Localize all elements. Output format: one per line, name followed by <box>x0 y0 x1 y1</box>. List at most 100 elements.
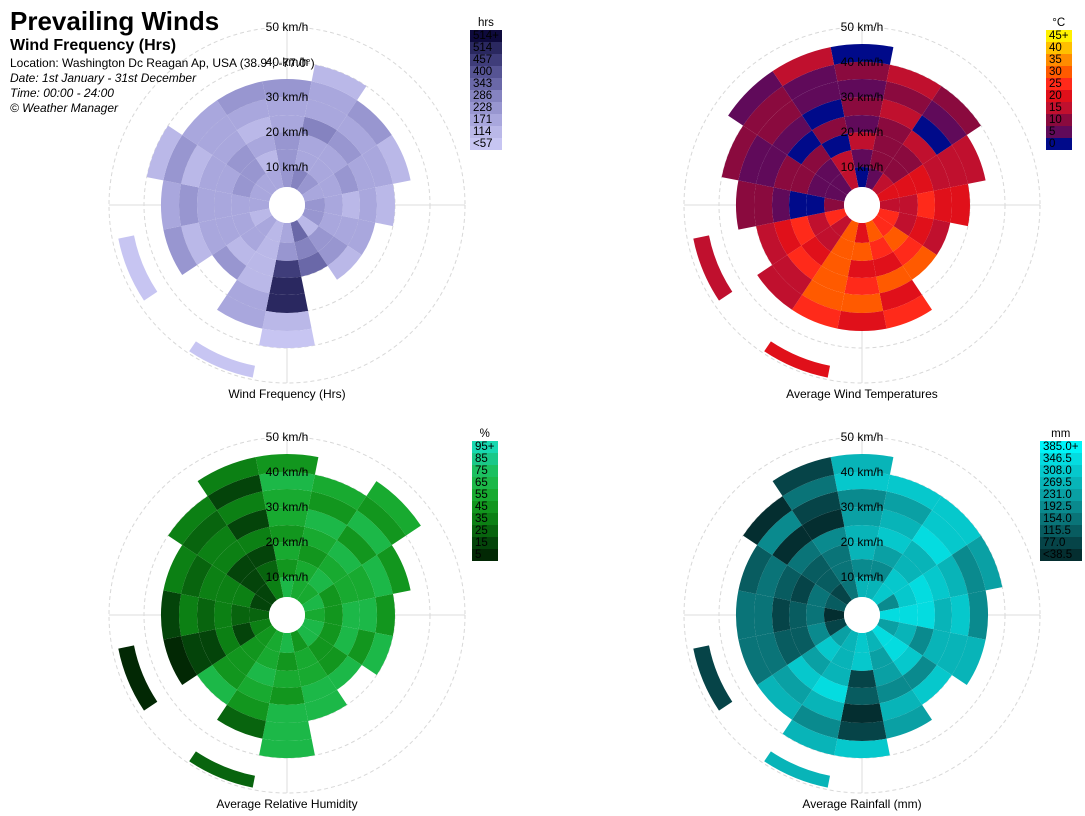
rose-sector <box>772 47 835 87</box>
rose-sector <box>693 645 733 711</box>
rose-sector <box>318 173 342 198</box>
rose-sector <box>847 542 877 561</box>
rose-sector <box>912 665 952 705</box>
location-text: Location: Washington Dc Reagan Ap, USA (… <box>10 56 315 70</box>
legend-entry: 5 <box>1046 126 1072 138</box>
rose-sector <box>821 133 852 159</box>
legend-entry: 95+ <box>472 441 498 453</box>
rose-sector <box>807 622 831 647</box>
rose-sector <box>844 686 880 706</box>
rose-sector <box>276 559 298 578</box>
rose-sector <box>872 625 894 647</box>
rose-sector <box>865 167 884 190</box>
rose-sector <box>735 180 757 230</box>
rose-sector <box>255 150 280 174</box>
rose-sector <box>872 661 903 687</box>
legend-entry: 45 <box>472 501 498 513</box>
rose-sector <box>347 510 392 555</box>
report-subtitle: Wind Frequency (Hrs) <box>10 37 177 54</box>
rose-sector <box>806 604 825 626</box>
rose-sector <box>297 661 328 687</box>
speed-ring-label: 40 km/h <box>841 55 884 69</box>
rose-sector <box>872 133 903 159</box>
credit-text: © Weather Manager <box>10 101 119 115</box>
rose-sector <box>728 71 783 126</box>
legend-entry: 400 <box>470 66 502 78</box>
rose-sector <box>361 555 393 598</box>
rose-sector <box>879 197 901 213</box>
rose-sector <box>772 525 812 565</box>
rose-sector <box>347 565 376 601</box>
rose-sector <box>361 632 393 675</box>
rose-sector <box>272 669 302 688</box>
rose-sector <box>883 158 909 184</box>
rose-sector <box>801 554 831 584</box>
rose-sector <box>840 220 859 243</box>
rose-sector <box>693 235 733 301</box>
rose-sector <box>790 574 816 605</box>
rose-sector <box>215 574 241 605</box>
rose-sector <box>301 675 337 704</box>
rose-sector <box>916 600 935 630</box>
rose-sector <box>806 194 825 216</box>
rose-sectors <box>693 454 1003 788</box>
rose-sector <box>738 636 773 685</box>
rose-sector <box>294 236 319 260</box>
rose-sector <box>837 310 887 332</box>
legend-entry: 114 <box>470 126 502 138</box>
rose-sector <box>297 173 319 195</box>
rose-sector <box>883 704 932 739</box>
rose-sector <box>876 526 912 555</box>
rose-sector <box>782 719 838 756</box>
rose-sector <box>294 560 319 584</box>
legend-entry: 5 <box>472 549 498 561</box>
rose-sector <box>936 632 968 675</box>
rose-sector <box>865 577 884 600</box>
rose-sector <box>883 491 932 526</box>
rose-sector <box>830 215 852 237</box>
rose-sector <box>276 242 298 261</box>
rose-sector <box>830 236 855 260</box>
rose-sector <box>908 625 934 656</box>
rose-sector <box>324 194 343 216</box>
rose-sector <box>358 597 378 633</box>
rose-sector <box>246 543 277 569</box>
rose-sector <box>212 245 247 280</box>
rose-sector <box>812 526 848 555</box>
rose-sector <box>830 625 852 647</box>
rose-sector <box>787 655 822 690</box>
legend-entry: 231.0 <box>1040 489 1082 501</box>
rose-sector <box>265 577 284 600</box>
rose-sector <box>865 630 884 653</box>
legend-entry: 55 <box>472 489 498 501</box>
rose-sector <box>294 646 319 670</box>
rose-sector <box>227 689 270 721</box>
rose-sector <box>308 81 357 116</box>
legend-entry: 40 <box>1046 42 1072 54</box>
rose-sector <box>912 115 952 155</box>
rose-sector <box>163 636 198 685</box>
rose-sector <box>232 173 256 198</box>
rose-sector <box>834 471 890 492</box>
rose-sector <box>773 629 802 665</box>
rose-sector <box>163 545 198 594</box>
rose-sector <box>802 279 845 311</box>
rose-sector <box>248 197 270 213</box>
rose-sector <box>922 510 967 555</box>
rose-sector <box>802 99 845 131</box>
rose-sector <box>249 183 272 202</box>
rainfall-legend: mm 385.0+ 346.5 308.0 269.5 231.0 192.5 154.0 11… <box>1040 428 1082 561</box>
rose-sector <box>789 600 808 630</box>
legend-entry: 346.5 <box>1040 453 1082 465</box>
rose-sector <box>249 593 272 612</box>
rose-sector <box>198 629 227 665</box>
legend-entry: 25 <box>472 525 498 537</box>
rose-sector <box>302 593 325 612</box>
rose-sector <box>302 618 325 637</box>
rose-sector <box>801 144 831 174</box>
rose-sector <box>347 100 392 145</box>
rose-sector <box>297 251 328 277</box>
rose-sector <box>265 167 284 190</box>
rose-sector <box>764 341 830 378</box>
